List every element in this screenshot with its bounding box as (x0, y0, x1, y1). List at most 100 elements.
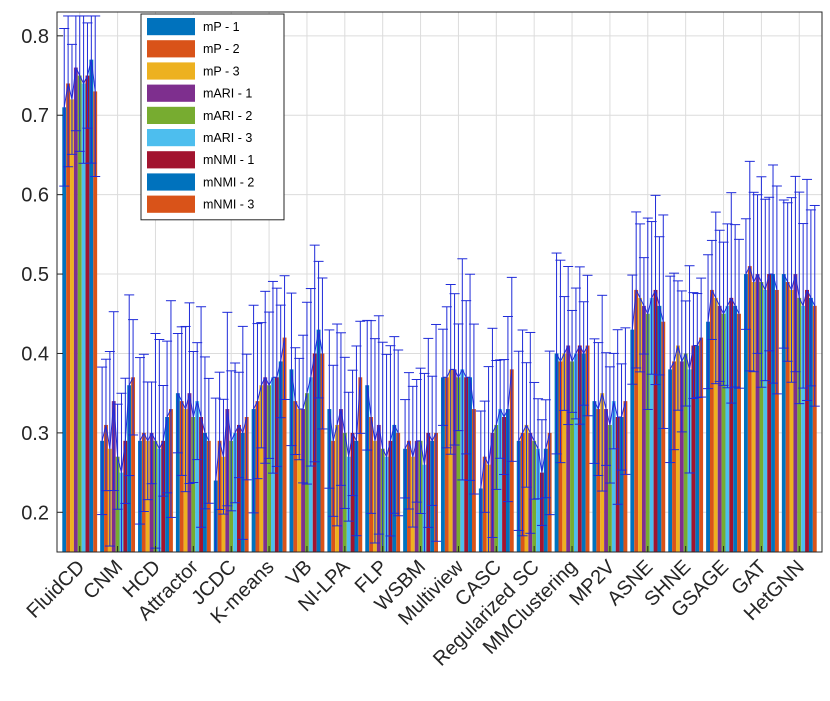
bar (611, 401, 616, 552)
x-tick-label: CNM (79, 556, 127, 604)
legend-label: mARI - 1 (203, 87, 252, 101)
bar (774, 289, 779, 552)
legend-swatch (147, 18, 195, 36)
bar (797, 297, 802, 552)
bar (585, 345, 590, 552)
bar (645, 313, 650, 552)
y-tick-label: 0.5 (21, 264, 49, 286)
plot-border (56, 11, 823, 553)
bar (293, 401, 298, 552)
mean-line (215, 408, 248, 481)
y-tick-label: 0.7 (21, 105, 49, 127)
bar (81, 83, 86, 553)
bar (524, 424, 529, 552)
bar (358, 377, 363, 552)
y-tick-label: 0.2 (21, 502, 49, 524)
bar (743, 274, 748, 552)
bar (759, 282, 764, 552)
bar (607, 424, 612, 552)
bar (737, 313, 741, 552)
bar (767, 274, 772, 552)
mean-line (556, 344, 588, 363)
bar (456, 377, 461, 552)
bar (566, 345, 571, 552)
mean-line (745, 264, 778, 292)
bar (683, 353, 688, 552)
bar (661, 321, 666, 552)
bar (619, 417, 624, 552)
bar (729, 297, 734, 552)
legend-swatch (147, 62, 195, 80)
bar (808, 297, 813, 552)
bar (604, 409, 608, 552)
mean-line (328, 377, 361, 457)
bar (679, 361, 684, 552)
bar (577, 345, 582, 552)
mean-line (669, 337, 702, 370)
bar (77, 75, 82, 552)
bar (649, 297, 654, 552)
bar (89, 59, 94, 552)
legend-swatch (147, 129, 195, 147)
bar (62, 107, 67, 552)
bar (725, 305, 730, 552)
bar (623, 401, 628, 552)
bar (747, 266, 752, 552)
mean-line (63, 59, 96, 108)
bar (751, 282, 756, 552)
bar (278, 361, 283, 552)
error-bars (59, 15, 820, 553)
bar (149, 432, 154, 552)
bar (653, 289, 658, 552)
bar (695, 345, 700, 552)
legend-label: mP - 1 (203, 20, 240, 34)
bar (691, 345, 696, 552)
bar (699, 337, 704, 552)
bar (73, 67, 78, 553)
bar (444, 377, 449, 552)
bar (448, 369, 453, 552)
bar (85, 75, 90, 552)
legend-label: mP - 2 (203, 42, 240, 56)
bar (175, 393, 180, 552)
mean-line (518, 423, 551, 473)
bar (672, 361, 676, 552)
bar (237, 424, 241, 552)
bar (179, 401, 184, 552)
y-tick-label: 0.3 (21, 423, 49, 445)
y-tick-label: 0.8 (21, 26, 49, 48)
bar (763, 289, 768, 552)
bar (365, 385, 370, 552)
bar (570, 361, 574, 552)
mean-line (707, 288, 740, 322)
bar (452, 369, 457, 552)
mean-line (593, 393, 626, 426)
bar (793, 274, 798, 552)
bar (289, 369, 294, 552)
legend-label: mNMI - 1 (203, 153, 254, 167)
bar (812, 305, 817, 552)
mean-line (253, 337, 286, 410)
legend-swatch (147, 106, 195, 124)
y-tick-label: 0.4 (21, 343, 49, 365)
bar (592, 401, 597, 552)
bar (131, 377, 136, 552)
y-tick-label: 0.6 (21, 185, 49, 207)
bar (403, 448, 408, 552)
mean-line (480, 369, 513, 489)
mean-line (631, 288, 664, 330)
bar (721, 313, 726, 552)
bar (675, 345, 680, 552)
legend-label: mARI - 3 (203, 131, 252, 145)
bar (717, 305, 722, 552)
bar (502, 417, 506, 552)
bar (70, 99, 74, 553)
legend-label: mNMI - 2 (203, 175, 254, 189)
legend-swatch (147, 40, 195, 58)
legend-label: mARI - 2 (203, 109, 252, 123)
bar (244, 417, 249, 552)
bar (785, 282, 790, 552)
bar (93, 91, 98, 552)
y-axis: 0.2 0.3 0.4 0.5 0.6 0.7 0.8 (21, 26, 63, 524)
